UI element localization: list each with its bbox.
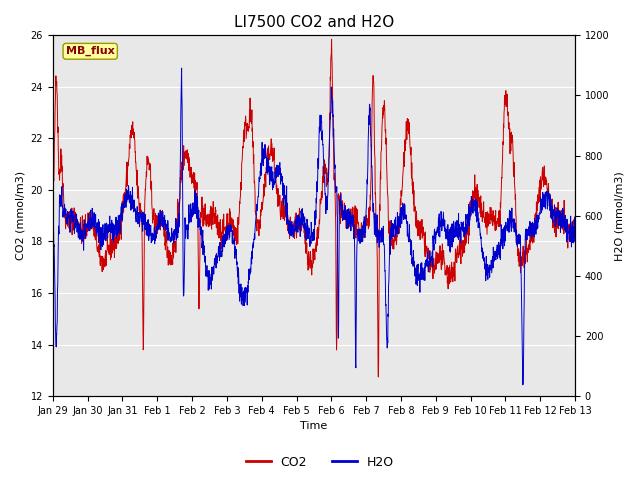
X-axis label: Time: Time	[300, 421, 328, 432]
Title: LI7500 CO2 and H2O: LI7500 CO2 and H2O	[234, 15, 394, 30]
Y-axis label: CO2 (mmol/m3): CO2 (mmol/m3)	[15, 171, 25, 260]
Y-axis label: H2O (mmol/m3): H2O (mmol/m3)	[615, 171, 625, 261]
Text: MB_flux: MB_flux	[66, 46, 115, 57]
Legend: CO2, H2O: CO2, H2O	[241, 451, 399, 474]
